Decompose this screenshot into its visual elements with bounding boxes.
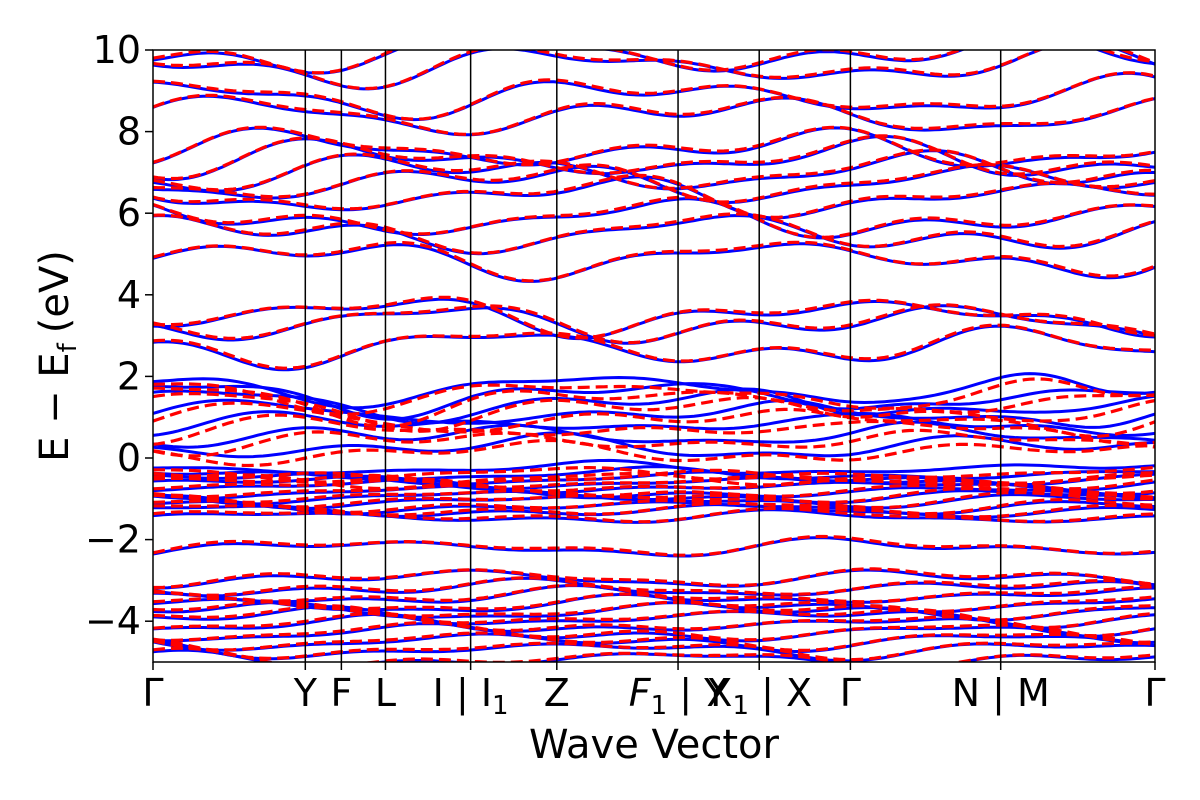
- band-line-dashed: [153, 323, 1155, 370]
- band-line-dashed: [153, 195, 1155, 239]
- x-tick-label: Γ: [1144, 671, 1165, 715]
- band-line-dashed: [153, 295, 1155, 340]
- x-tick-label: L: [375, 671, 396, 715]
- y-tick-label: 2: [117, 354, 141, 398]
- plot-frame: [152, 49, 1156, 663]
- x-tick-label: N | M: [952, 671, 1050, 716]
- band-line-dashed: [153, 50, 1155, 91]
- band-line-solid: [153, 242, 1155, 283]
- band-line-solid: [153, 420, 1155, 449]
- band-line-dashed: [153, 392, 1155, 433]
- band-line-dashed: [153, 212, 1155, 255]
- band-line-solid: [153, 324, 1155, 372]
- band-line-dashed: [153, 386, 1155, 429]
- band-line-solid: [153, 568, 1155, 590]
- band-line-dashed: [153, 501, 1155, 519]
- band-line-dashed: [153, 377, 1155, 416]
- band-line-dashed: [153, 583, 1155, 604]
- y-axis-label-unit: (eV): [32, 250, 78, 333]
- band-line-dashed: [153, 534, 1155, 557]
- band-line-dashed: [153, 468, 1155, 485]
- band-line-solid: [153, 197, 1155, 240]
- bands-layer: [153, 50, 1155, 662]
- kpoint-lines-layer: [304, 50, 1002, 662]
- y-axis: −4 −2 0 2 4 6 8 10: [85, 28, 153, 643]
- x-axis-label: Wave Vector: [529, 722, 780, 768]
- band-line-dashed: [153, 491, 1155, 510]
- band-line-solid: [153, 576, 1155, 598]
- y-axis-label-main: E − E: [32, 352, 78, 462]
- band-line-dashed: [153, 428, 1155, 458]
- band-line-dashed: [153, 620, 1155, 644]
- band-line-dashed: [153, 50, 1155, 75]
- x-tick-label: Γ: [142, 671, 163, 715]
- x-tick-label: Y: [293, 671, 318, 715]
- band-line-solid: [153, 94, 1155, 137]
- x-tick-label: X1 | X: [706, 671, 812, 721]
- y-tick-label: 0: [117, 436, 141, 480]
- y-tick-label: 4: [117, 273, 141, 317]
- band-line-dashed: [153, 567, 1155, 590]
- band-line-solid: [153, 50, 1155, 75]
- band-line-dashed: [153, 631, 1155, 652]
- band-line-dashed: [153, 592, 1155, 614]
- band-line-dashed: [153, 303, 1155, 345]
- band-line-dashed: [153, 71, 1155, 121]
- band-line-solid: [153, 214, 1155, 256]
- band-line-dashed: [153, 498, 1155, 516]
- band-line-dashed: [153, 438, 1155, 468]
- band-line-solid: [153, 622, 1155, 645]
- band-line-dashed: [153, 134, 1155, 181]
- y-tick-label: 10: [93, 28, 141, 72]
- band-line-dashed: [153, 173, 1155, 219]
- y-axis-label-sub: f: [53, 342, 83, 352]
- y-tick-label: −2: [85, 518, 141, 562]
- y-tick-label: 8: [117, 110, 141, 154]
- band-line-dashed: [153, 240, 1155, 283]
- band-line-solid: [153, 431, 1155, 459]
- band-line-dashed: [153, 637, 1155, 662]
- x-tick-label: Z: [544, 671, 570, 715]
- band-line-dashed: [153, 646, 1155, 662]
- band-line-dashed: [153, 477, 1155, 495]
- band-line-dashed: [153, 576, 1155, 597]
- y-tick-label: −4: [85, 599, 141, 643]
- band-line-dashed: [153, 483, 1155, 500]
- band-line-solid: [153, 410, 1155, 438]
- band-line-dashed: [153, 93, 1155, 137]
- x-tick-label: I | I1: [433, 671, 509, 721]
- x-tick-label: F1 | Y: [629, 671, 728, 721]
- band-line-dashed: [153, 413, 1155, 446]
- band-line-solid: [153, 648, 1155, 662]
- y-tick-label: 6: [117, 191, 141, 235]
- band-line-solid: [153, 372, 1155, 410]
- x-tick-label: Γ: [840, 671, 861, 715]
- x-tick-label: F: [330, 671, 352, 715]
- band-line-dashed: [153, 125, 1155, 167]
- band-line-dashed: [153, 465, 1155, 484]
- y-axis-label: E − Ef (eV): [32, 250, 83, 462]
- band-line-dashed: [153, 600, 1155, 622]
- band-line-solid: [153, 465, 1155, 482]
